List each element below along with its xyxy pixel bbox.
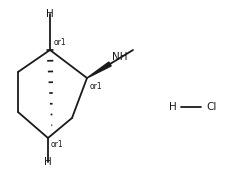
Text: or1: or1	[54, 38, 67, 47]
Text: H: H	[44, 157, 52, 167]
Text: NH: NH	[112, 52, 128, 62]
Text: H: H	[46, 9, 54, 19]
Text: Cl: Cl	[207, 102, 217, 112]
Text: H: H	[169, 102, 177, 112]
Text: or1: or1	[51, 140, 64, 149]
Text: or1: or1	[90, 82, 103, 91]
Polygon shape	[87, 62, 111, 78]
